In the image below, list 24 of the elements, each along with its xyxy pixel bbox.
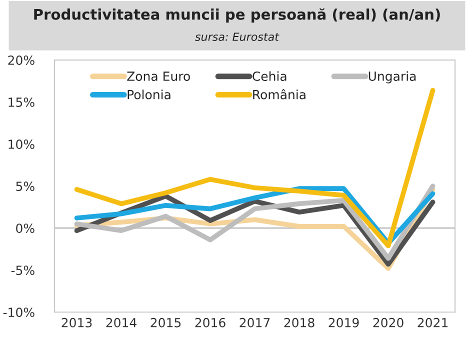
y-tick-label: 0% [16, 224, 34, 234]
y-tick-label: 5% [16, 182, 34, 192]
x-tick-label: 2013 [62, 318, 92, 328]
x-tick-label: 2017 [240, 318, 270, 328]
legend-label: România [253, 89, 306, 100]
x-tick-label: 2018 [284, 318, 314, 328]
legend-label: Ungaria [368, 71, 416, 84]
legend-label: Polonia [128, 90, 170, 100]
y-tick-label: -5% [11, 266, 34, 276]
x-tick-label: 2019 [328, 318, 359, 328]
chart-title: Productivitatea muncii pe persoană (real) (an/an) [34, 8, 440, 23]
x-tick-label: 2014 [106, 318, 136, 328]
y-tick-label: 10% [8, 140, 34, 149]
y-tick-label: 15% [8, 98, 34, 107]
x-tick-label: 2020 [373, 318, 404, 328]
x-tick-label: 2015 [150, 318, 181, 328]
x-tick-label: 2021 [418, 318, 448, 328]
line-series [74, 88, 436, 248]
legend-label: Zona Euro [127, 72, 190, 81]
y-tick-label: 20% [8, 55, 34, 65]
legend-label: Cehia [252, 71, 286, 81]
chart-subtitle: sursa: Eurostat [195, 32, 280, 41]
x-tick-label: 2016 [195, 318, 226, 328]
y-tick-label: -10% [3, 308, 34, 318]
